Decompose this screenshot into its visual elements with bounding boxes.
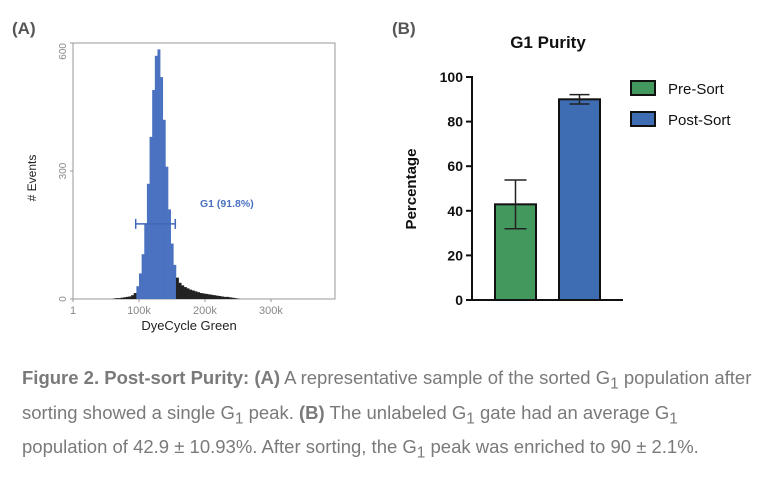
histogram-bin bbox=[223, 296, 227, 299]
bar-chart-title: G1 Purity bbox=[510, 33, 586, 52]
y-tick-label: 300 bbox=[58, 162, 69, 179]
y-tick-label: 600 bbox=[58, 43, 69, 60]
histogram-bin bbox=[212, 295, 216, 299]
histogram-bin bbox=[199, 293, 203, 299]
caption-text: gate had an average G bbox=[474, 401, 670, 423]
histogram-bin bbox=[218, 296, 222, 299]
histogram-bin bbox=[170, 243, 174, 299]
caption-text: peak. bbox=[243, 401, 299, 423]
histogram-bin bbox=[138, 273, 142, 299]
panel-a-label: (A) bbox=[12, 19, 36, 38]
histogram-bin bbox=[136, 286, 140, 299]
caption-text: The unlabeled G bbox=[324, 401, 467, 423]
histogram-x-label: DyeCycle Green bbox=[141, 318, 236, 333]
histogram-bin bbox=[204, 293, 208, 299]
bar-marks bbox=[494, 93, 601, 301]
histogram-bin bbox=[202, 293, 206, 299]
histogram-ticks: 1 100k 200k 300k 0 300 600 bbox=[58, 42, 283, 317]
histogram-bin bbox=[207, 294, 211, 299]
histogram-bin bbox=[231, 297, 235, 299]
bar-post-sort bbox=[558, 98, 601, 301]
histogram-bin bbox=[133, 293, 137, 299]
caption-text: population after sorting showed a single… bbox=[22, 367, 752, 423]
histogram-bin bbox=[141, 254, 145, 299]
histogram-chart: 1 100k 200k 300k 0 300 600 G1 (91.8%) DyeCycle… bbox=[25, 42, 336, 333]
histogram-bin bbox=[228, 297, 232, 299]
histogram-bin bbox=[123, 297, 127, 299]
caption-sub: 1 bbox=[466, 410, 475, 428]
histogram-bin bbox=[191, 290, 195, 299]
histogram-bin bbox=[234, 298, 237, 299]
histogram-bin bbox=[173, 264, 177, 299]
histogram-bin bbox=[215, 295, 219, 299]
figure-caption: Figure 2. Post-sort Purity: (A) A repres… bbox=[22, 364, 762, 468]
histogram-bin bbox=[186, 288, 190, 299]
gate-label: G1 (91.8%) bbox=[200, 198, 254, 210]
histogram-bin bbox=[226, 296, 230, 299]
legend-label: Pre-Sort bbox=[668, 81, 725, 98]
caption-sub: 1 bbox=[610, 375, 619, 393]
histogram-bin bbox=[125, 296, 129, 299]
legend-label: Post-Sort bbox=[668, 112, 731, 129]
histogram-bin bbox=[144, 224, 148, 299]
y-tick-label: 40 bbox=[447, 203, 463, 219]
bar-y-label: Percentage bbox=[403, 149, 420, 230]
figure: (A) (B) 1 100k 200k 300k 0 300 600 G1 (91.8%) … bbox=[12, 19, 731, 333]
y-tick-label: 0 bbox=[455, 292, 463, 308]
histogram-bin bbox=[175, 277, 179, 299]
histogram-bin bbox=[128, 296, 132, 299]
histogram-bin bbox=[220, 296, 224, 299]
x-tick-label: 300k bbox=[259, 305, 283, 317]
caption-text: A representative sample of the sorted G bbox=[280, 367, 611, 388]
histogram-bin bbox=[162, 119, 166, 299]
legend-swatch bbox=[630, 80, 656, 96]
histogram-bin bbox=[168, 209, 171, 299]
histogram-bin bbox=[197, 292, 201, 299]
histogram-bin bbox=[165, 166, 169, 299]
caption-text: population of 42.9 ± 10.93%. After sorti… bbox=[22, 436, 417, 458]
caption-sub: 1 bbox=[669, 410, 678, 428]
x-tick-label: 200k bbox=[193, 305, 217, 317]
caption-figure-label: Figure 2. Post-sort Purity: bbox=[22, 367, 250, 388]
panel-b-label: (B) bbox=[392, 19, 416, 38]
histogram-bin bbox=[120, 297, 124, 299]
histogram-bin bbox=[178, 282, 182, 299]
histogram-y-label: # Events bbox=[25, 155, 39, 202]
histogram-bin bbox=[210, 294, 214, 299]
caption-a-label: (A) bbox=[254, 367, 280, 388]
histogram-bin bbox=[194, 291, 198, 299]
y-tick-label: 20 bbox=[447, 247, 463, 263]
histogram-bin bbox=[154, 55, 158, 299]
histogram-bin bbox=[160, 77, 164, 299]
purity-bar-chart: G1 Purity Percentage 0 20 40 60 80 100 Pre-So… bbox=[403, 33, 731, 308]
y-tick-label: 80 bbox=[447, 114, 463, 130]
y-tick-label: 100 bbox=[440, 69, 464, 85]
histogram-bin bbox=[117, 298, 121, 299]
histogram-bin bbox=[189, 289, 193, 299]
histogram-plot-frame bbox=[72, 42, 336, 300]
histogram-bin bbox=[149, 136, 153, 299]
histogram-bin bbox=[131, 295, 135, 299]
x-tick-label: 1 bbox=[70, 305, 76, 317]
histogram-bin bbox=[152, 89, 156, 299]
caption-sub: 1 bbox=[416, 445, 426, 463]
caption-b-label: (B) bbox=[299, 401, 325, 423]
caption-text: peak was enriched to 90 ± 2.1%. bbox=[425, 436, 699, 458]
bar-legend: Pre-Sort Post-Sort bbox=[630, 80, 731, 129]
legend-swatch bbox=[630, 111, 656, 127]
histogram-bin bbox=[146, 183, 150, 299]
y-tick-label: 60 bbox=[447, 158, 463, 174]
bar-pre-sort bbox=[494, 203, 537, 301]
histogram-bin bbox=[115, 298, 119, 299]
caption-sub: 1 bbox=[234, 410, 244, 428]
x-tick-label: 100k bbox=[127, 305, 151, 317]
histogram-bars bbox=[112, 49, 240, 300]
histogram-bin bbox=[157, 49, 161, 300]
g1-gate bbox=[134, 218, 177, 229]
histogram-bin bbox=[181, 285, 185, 299]
y-tick-label: 0 bbox=[58, 296, 69, 302]
histogram-bin bbox=[183, 287, 187, 299]
